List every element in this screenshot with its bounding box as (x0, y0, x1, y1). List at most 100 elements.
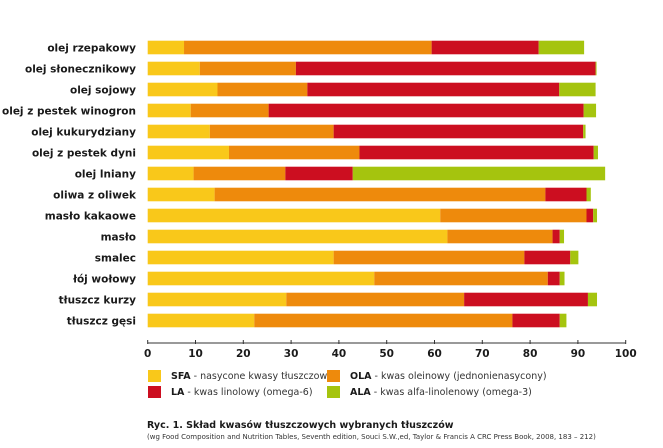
category-label: olej słonecznikowy (25, 64, 136, 76)
bar-segment-ola (193, 166, 286, 181)
bar-segment-ola (254, 313, 513, 328)
category-label: olej rzepakowy (47, 43, 136, 55)
category-label: olej z pestek dyni (32, 148, 136, 160)
legend-abbr: SFA (171, 370, 191, 382)
x-tick-label: 80 (523, 348, 538, 360)
bar-segment-ala (595, 61, 597, 76)
legend-sep: - (184, 386, 194, 398)
legend-item-ala: ALA - kwas alfa-linolenowy (omega-3) (327, 386, 532, 398)
x-tick-label: 30 (284, 348, 299, 360)
bar-segment-sfa (147, 313, 255, 328)
bar-segment-sfa (147, 145, 229, 160)
legend-sep: - (190, 370, 201, 382)
x-tick-label: 50 (379, 348, 394, 360)
category-label: smalec (95, 253, 136, 265)
category-label: tłuszcz kurzy (59, 295, 136, 307)
bar-segment-la (359, 145, 594, 160)
legend-abbr: LA (171, 386, 185, 398)
bar-segment-ala (559, 229, 565, 244)
bar-segment-la (464, 292, 588, 307)
bar-segment-ala (583, 124, 586, 139)
bar-segment-ola (447, 229, 553, 244)
bar-segment-la (586, 208, 594, 223)
bar-segment-sfa (147, 40, 185, 55)
category-label: olej z pestek winogron (2, 106, 136, 118)
bar-segment-la (552, 229, 560, 244)
category-label: olej kukurydziany (31, 127, 136, 139)
legend-desc: kwas oleinowy (jednonienasycony) (380, 370, 547, 382)
bar-segment-ala (593, 145, 598, 160)
bar-segment-la (512, 313, 560, 328)
bar-segment-ala (559, 82, 596, 97)
caption-title: Ryc. 1. Skład kwasów tłuszczowych wybran… (147, 420, 454, 431)
bar-segment-ola (184, 40, 432, 55)
bar-segment-ola (209, 124, 334, 139)
x-tick-label: 40 (332, 348, 347, 360)
category-label: masło kakaowe (45, 211, 136, 223)
stacked-bar-chart: olej rzepakowy olej słonecznikowy olej soj… (2, 40, 637, 360)
bar-segment-sfa (147, 229, 448, 244)
bar-segment-sfa (147, 250, 334, 265)
bar-segment-sfa (147, 208, 441, 223)
bar-segment-la (545, 187, 587, 202)
legend-swatch-la (148, 386, 161, 398)
category-label: tłuszcz gęsi (67, 316, 136, 328)
bar-segment-ala (559, 313, 567, 328)
bar-segment-la (524, 250, 571, 265)
legend-desc: kwas alfa-linolenowy (omega-3) (380, 386, 532, 398)
x-tick-label: 0 (144, 348, 151, 360)
x-tick-label: 100 (615, 348, 637, 360)
legend-sep: - (370, 386, 381, 398)
bar-segment-ola (228, 145, 360, 160)
legend-sep: - (371, 370, 381, 382)
x-axis: 0 10 20 30 40 50 60 70 80 90 100 (144, 340, 637, 360)
legend-item-la: LA - kwas linolowy (omega-6) (148, 386, 313, 398)
bar-segment-sfa (147, 271, 375, 286)
legend-abbr: ALA (350, 386, 371, 398)
x-tick-label: 90 (571, 348, 586, 360)
bar-segment-ala (559, 271, 565, 286)
bar-segment-sfa (147, 166, 194, 181)
x-tick-label: 60 (427, 348, 442, 360)
legend-desc: kwas linolowy (omega-6) (193, 386, 313, 398)
category-label: masło (101, 232, 136, 244)
legend-swatch-ola (327, 370, 340, 382)
x-tick-label: 10 (188, 348, 203, 360)
caption-source: (wg Food Composition and Nutrition Table… (147, 433, 596, 441)
bar-segment-la (333, 124, 584, 139)
bar-segment-la (431, 40, 539, 55)
category-label: olej sojowy (70, 85, 136, 97)
bar-segment-la (295, 61, 596, 76)
bar-segment-ola (199, 61, 296, 76)
bar-segment-ola (374, 271, 548, 286)
bar-segment-ala (587, 292, 598, 307)
x-tick-label: 70 (475, 348, 490, 360)
legend-abbr: OLA (350, 370, 372, 382)
category-label: łój wołowy (72, 274, 136, 286)
bar-segment-sfa (147, 187, 215, 202)
bar-segment-ola (286, 292, 465, 307)
bar-segment-la (285, 166, 353, 181)
bar-segment-ola (333, 250, 525, 265)
legend-item-ola: OLA - kwas oleinowy (jednonienasycony) (327, 370, 547, 382)
bar-segment-la (547, 271, 560, 286)
bar-segment-sfa (147, 82, 218, 97)
bar-segment-ala (352, 166, 606, 181)
category-label: oliwa z oliwek (53, 190, 137, 202)
bar-segment-ala (570, 250, 579, 265)
bar-segment-sfa (147, 103, 191, 118)
bar-segment-ala (593, 208, 598, 223)
legend-item-sfa: SFA - nasycone kwasy tłuszczowe (148, 370, 333, 382)
bar-segment-la (268, 103, 584, 118)
bar-segment-ala (583, 103, 597, 118)
legend-swatch-ala (327, 386, 340, 398)
bar-segment-ola (217, 82, 308, 97)
legend-swatch-sfa (148, 370, 161, 382)
bar-segment-ala (586, 187, 591, 202)
bars-group (147, 40, 606, 328)
bar-segment-la (307, 82, 560, 97)
legend-desc: nasycone kwasy tłuszczowe (200, 370, 334, 382)
bar-segment-ola (214, 187, 546, 202)
bar-segment-ola (190, 103, 269, 118)
bar-segment-sfa (147, 292, 287, 307)
